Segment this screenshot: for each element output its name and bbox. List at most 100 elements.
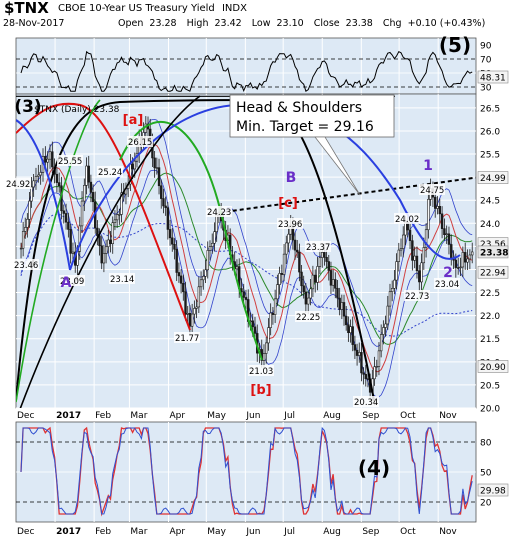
price-tick-label: 26.0: [480, 127, 500, 137]
price-label: 24.02: [395, 215, 419, 225]
month-axis-lower: Dec 2017 Feb Mar Apr May Jun Jul Aug Sep Oct Nov: [17, 527, 457, 537]
month-label: Dec: [17, 527, 34, 537]
rsi-tick-label: 30: [480, 84, 492, 94]
price-label-bg: [174, 332, 200, 343]
month-label: Feb: [95, 527, 111, 537]
price-label: 22.25: [296, 313, 320, 323]
price-bar-body: [298, 251, 301, 273]
price-bar-body: [177, 272, 181, 277]
price-bar-body: [104, 246, 108, 254]
price-bar-body: [375, 366, 378, 368]
title-text: CBOE 10-Year US Treasury Yield: [58, 3, 215, 14]
right-tag-label: 23.38: [480, 248, 508, 258]
price-bar-body: [155, 167, 159, 169]
price-bar-body: [39, 172, 42, 176]
price-bar-body: [329, 270, 333, 286]
price-bar-body: [390, 288, 394, 292]
price-label-bg: [404, 290, 430, 301]
price-bar-body: [456, 267, 460, 269]
ma20-line: [20, 144, 473, 373]
month-label: Jul: [283, 411, 295, 421]
price-label-bg: [127, 136, 153, 147]
price-label: 23.96: [278, 220, 302, 230]
price-panel-bg: [15, 93, 477, 409]
stoch-tick-label: 50: [480, 469, 492, 479]
month-label: Dec: [17, 411, 34, 421]
price-bar-body: [71, 251, 75, 254]
price-bar-body: [91, 192, 95, 203]
price-bar-body: [265, 342, 268, 354]
price-bar-body: [269, 312, 272, 328]
price-bar-body: [115, 214, 119, 221]
price-bar-body: [395, 261, 398, 281]
price-bar-body: [336, 287, 339, 299]
price-labels: 24.92 25.55 26.15 25.24 23.46 23.09 23.14 21.77…: [5, 136, 460, 408]
price-label-bg: [5, 178, 31, 189]
rsi-value: 48.31: [480, 74, 506, 84]
price-bar-body: [273, 298, 277, 315]
price-label: 24.92: [6, 180, 30, 190]
stoch-value-tag: [477, 483, 509, 497]
hs-callout-box: [229, 94, 395, 138]
stoch-blue-line: [20, 426, 473, 515]
price-bar-body: [454, 259, 458, 268]
price-bar-body: [211, 242, 214, 247]
ohlc-line: Open 23.28 High 23.42 Low 23.10 Close 23…: [118, 18, 485, 29]
price-bar-body: [331, 279, 335, 286]
price-bar-body: [307, 297, 310, 305]
price-bar-body: [459, 266, 462, 269]
hs-callout-line2: Min. Target = 29.16: [236, 119, 374, 135]
right-tag-label: 20.90: [480, 363, 506, 373]
wave-label: [c]: [278, 196, 298, 211]
price-bar-body: [393, 279, 396, 289]
price-label: 23.37: [306, 243, 330, 253]
price-bar-body: [450, 244, 453, 260]
wave-label: [a]: [123, 113, 144, 128]
rsi-panel: (5) 90705030 48.31: [15, 33, 509, 95]
month-label: Sep: [362, 411, 379, 421]
month-label: 2017: [56, 527, 81, 537]
right-tag-label: 22.94: [480, 269, 506, 279]
price-bar-body: [57, 182, 61, 187]
price-bar-body: [96, 227, 99, 237]
price-bar-body: [251, 320, 254, 328]
price-tick-label: 20.0: [480, 405, 500, 415]
price-bar-body: [173, 243, 176, 250]
price-bar-body: [109, 239, 112, 245]
price-bar-body: [253, 326, 257, 334]
blue-cycle-arc-left: [16, 119, 71, 271]
month-label: Mar: [130, 411, 147, 421]
stoch-tick-label: 80: [480, 439, 492, 449]
month-label: Nov: [439, 411, 457, 421]
right-tag-label: 23.56: [480, 240, 506, 250]
price-bar-body: [362, 372, 365, 375]
price-bar-body: [364, 374, 367, 380]
price-bar-body: [384, 323, 387, 328]
price-tick-label: 21.5: [480, 335, 500, 345]
low-value: 23.10: [277, 18, 304, 29]
price-bar-body: [213, 231, 216, 244]
price-bar-body: [327, 261, 330, 271]
wave-label: [b]: [250, 383, 271, 398]
month-label: Aug: [323, 527, 341, 537]
month-label: Apr: [169, 411, 185, 421]
ma50-line: [20, 172, 473, 345]
high-value: 23.42: [215, 18, 242, 29]
wave-label: 1: [423, 158, 433, 174]
price-bar-body: [438, 206, 441, 215]
price-bar-body: [28, 200, 31, 220]
price-tick-label: 22.5: [480, 289, 500, 299]
price-bar-body: [55, 173, 59, 183]
price-label-bg: [109, 273, 135, 284]
price-bar-body: [34, 176, 38, 182]
price-bar-body: [162, 198, 165, 207]
price-bar-body: [427, 199, 430, 231]
price-bar-body: [443, 228, 446, 235]
price-bar-body: [434, 196, 437, 209]
price-bar-body: [418, 270, 421, 283]
month-label: Apr: [169, 527, 185, 537]
price-bar-body: [436, 206, 439, 209]
price-label-bg: [13, 259, 39, 270]
price-bar-body: [397, 249, 401, 262]
price-bar-body: [21, 231, 25, 249]
